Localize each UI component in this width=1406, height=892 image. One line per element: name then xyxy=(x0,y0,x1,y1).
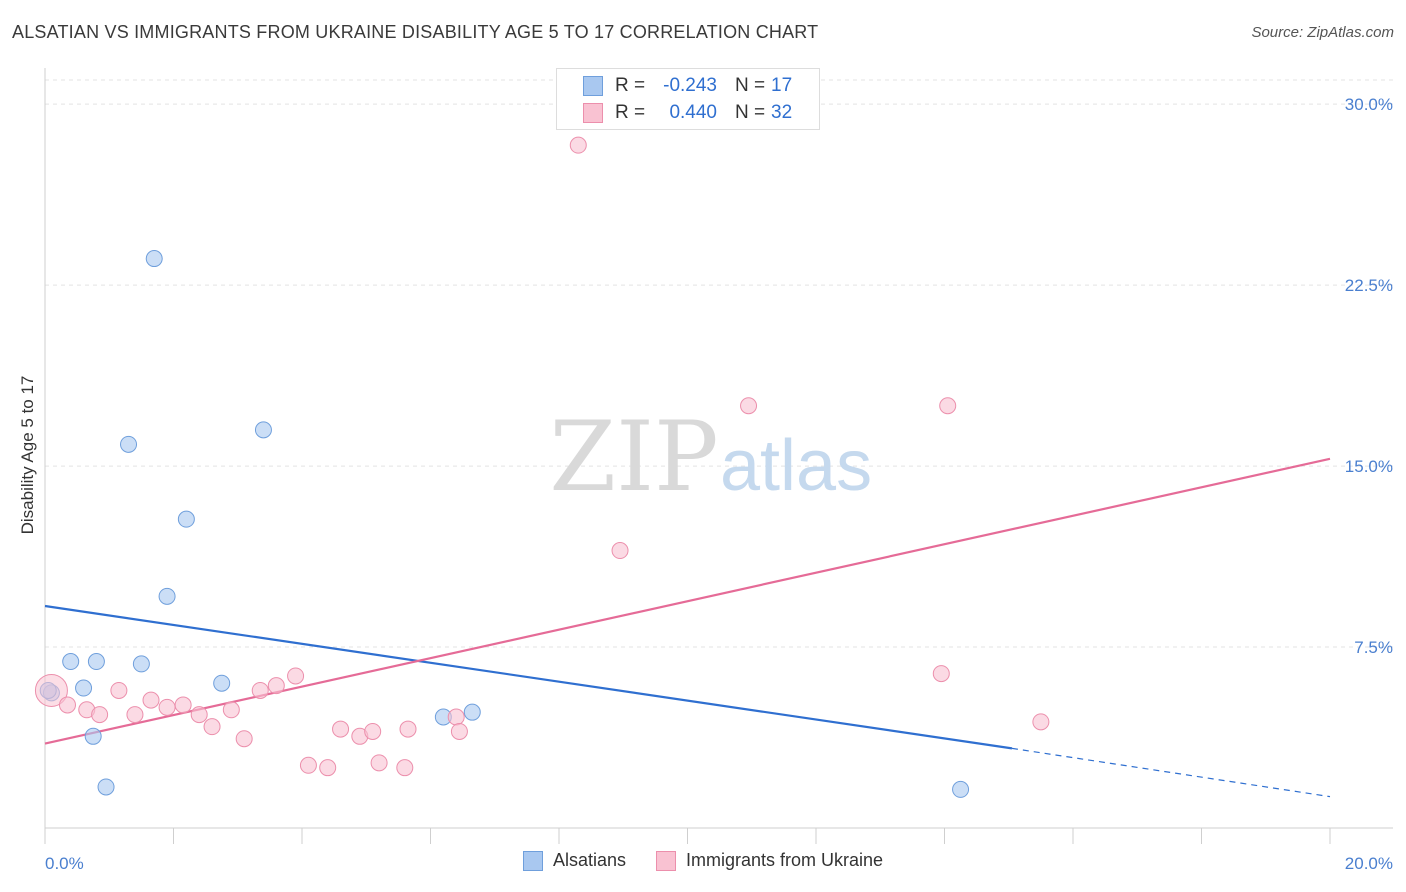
alsatians-point xyxy=(132,655,150,673)
alsatians-point xyxy=(84,727,102,745)
axes xyxy=(44,68,1393,844)
trend-line-alsatians xyxy=(44,604,1013,750)
y-tick-label: 22.5% xyxy=(1345,276,1393,295)
alsatians-point xyxy=(177,510,195,528)
alsatians-point xyxy=(254,421,272,439)
stats-n-label: N = xyxy=(735,102,766,123)
ukraine-point xyxy=(91,706,109,724)
alsatians-point xyxy=(87,653,105,671)
stats-n-value: 32 xyxy=(771,102,793,123)
alsatians-point xyxy=(120,435,138,453)
alsatians-point xyxy=(952,780,970,798)
ukraine-point xyxy=(740,397,758,415)
ukraine-point xyxy=(447,708,465,726)
source-label: Source: ZipAtlas.com xyxy=(1251,24,1394,41)
ukraine-point xyxy=(251,681,269,699)
ukraine-point xyxy=(190,706,208,724)
ukraine-point xyxy=(939,397,957,415)
trend-line-extension xyxy=(1011,747,1331,798)
grid-lines xyxy=(45,79,1393,648)
y-tick-label: 30.0% xyxy=(1345,95,1393,114)
watermark-atlas: atlas xyxy=(720,426,872,506)
ukraine-point xyxy=(158,698,176,716)
stats-legend: R = -0.243 N = 17 R = 0.440 N = 32 xyxy=(556,68,820,130)
alsatians-point xyxy=(62,653,80,671)
stats-r-value: 0.440 xyxy=(669,102,717,123)
ukraine-point xyxy=(364,722,382,740)
ukraine-point xyxy=(332,720,350,738)
x-tick-label: 20.0% xyxy=(1345,854,1393,873)
series-legend: Alsatians Immigrants from Ukraine xyxy=(0,850,1406,871)
ukraine-point xyxy=(267,677,285,695)
data-points xyxy=(34,136,1050,798)
alsatians-point xyxy=(75,679,93,697)
ukraine-point xyxy=(932,665,950,683)
ukraine-point xyxy=(450,722,468,740)
ukraine-point xyxy=(569,136,587,154)
ukraine-point xyxy=(370,754,388,772)
y-tick-label: 7.5% xyxy=(1354,638,1393,657)
stats-r-value: -0.243 xyxy=(663,75,717,96)
ukraine-point xyxy=(34,673,68,707)
ukraine-point xyxy=(174,696,192,714)
chart-title: ALSATIAN VS IMMIGRANTS FROM UKRAINE DISA… xyxy=(12,22,819,42)
ukraine-point xyxy=(611,542,629,560)
alsatians-point xyxy=(97,778,115,796)
ukraine-point xyxy=(399,720,417,738)
stats-swatch-ukraine xyxy=(583,103,603,123)
tick-labels: 7.5% 15.0% 22.5% 30.0% 0.0% 20.0% xyxy=(45,95,1393,873)
ukraine-point xyxy=(222,701,240,719)
stats-r-label: R = xyxy=(615,75,646,96)
ukraine-point xyxy=(110,681,128,699)
alsatians-point xyxy=(463,703,481,721)
legend-label-alsatians: Alsatians xyxy=(552,850,626,870)
stats-swatch-alsatians xyxy=(583,76,603,96)
ukraine-point xyxy=(396,759,414,777)
legend-item-ukraine[interactable]: Immigrants from Ukraine xyxy=(656,850,883,871)
legend-label-ukraine: Immigrants from Ukraine xyxy=(686,850,884,870)
ukraine-point xyxy=(287,667,305,685)
x-tick-label: 0.0% xyxy=(45,854,84,873)
legend-swatch-alsatians xyxy=(522,850,543,871)
legend-swatch-ukraine xyxy=(656,850,676,871)
ukraine-point xyxy=(235,730,253,748)
watermark-zip: ZIP xyxy=(549,401,718,513)
watermark: ZIP atlas xyxy=(549,401,872,513)
ukraine-point xyxy=(299,756,317,774)
stats-n-label: N = xyxy=(735,75,766,96)
ukraine-point xyxy=(126,706,144,724)
alsatians-point xyxy=(145,250,163,268)
stats-n-value: 17 xyxy=(771,75,793,96)
ukraine-point xyxy=(58,696,76,714)
alsatians-point xyxy=(213,674,231,692)
alsatians-point xyxy=(158,587,176,605)
ukraine-point xyxy=(319,759,337,777)
legend-item-alsatians[interactable]: Alsatians xyxy=(522,850,626,871)
ukraine-point xyxy=(1032,713,1050,731)
ukraine-point xyxy=(203,718,221,736)
stats-r-label: R = xyxy=(615,102,646,123)
y-tick-label: 15.0% xyxy=(1345,457,1393,476)
ukraine-point xyxy=(142,691,160,709)
